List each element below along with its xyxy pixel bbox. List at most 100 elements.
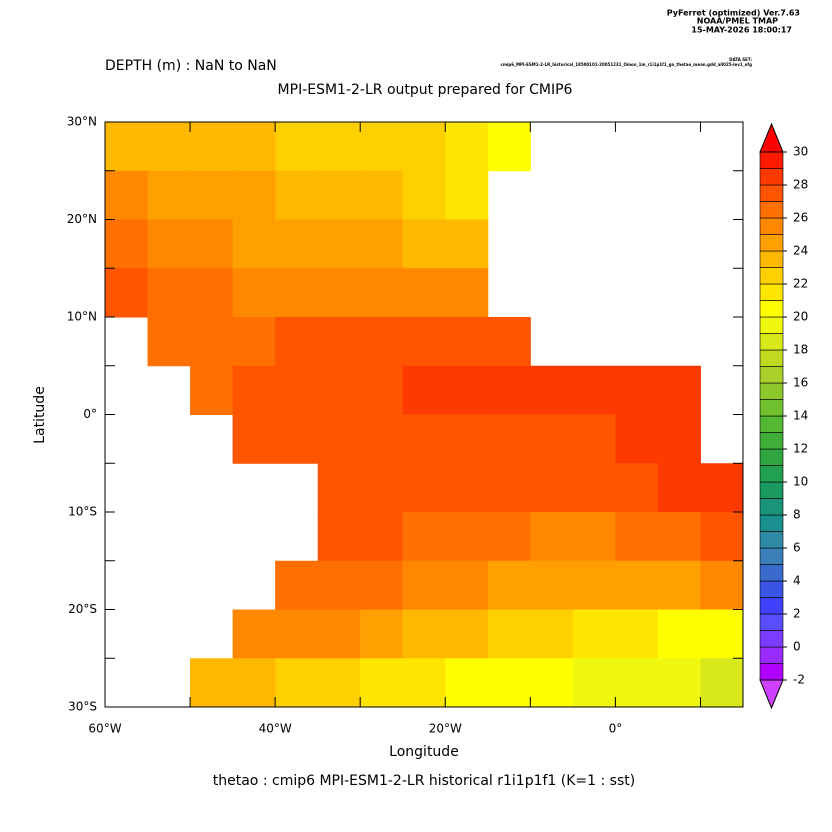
colorbar-label: -2	[793, 673, 805, 687]
cell	[700, 658, 744, 708]
cell	[360, 365, 404, 415]
cell	[572, 463, 616, 513]
y-tick-label: 10°S	[68, 505, 97, 519]
cell	[487, 122, 531, 172]
cell	[190, 658, 234, 708]
cell	[360, 317, 404, 367]
colorbar-band	[759, 432, 784, 450]
colorbar-label: 22	[793, 277, 808, 291]
cell	[445, 122, 489, 172]
cell	[147, 122, 191, 172]
cell	[657, 365, 701, 415]
cell	[445, 609, 489, 659]
colorbar-label: 14	[793, 409, 808, 423]
cell	[445, 219, 489, 269]
cell	[232, 658, 276, 708]
cell	[360, 219, 404, 269]
cell	[572, 512, 616, 562]
cell	[402, 170, 446, 220]
cell	[615, 658, 659, 708]
cell	[275, 365, 319, 415]
colorbar-label: 2	[793, 607, 801, 621]
cell	[360, 170, 404, 220]
cell	[487, 317, 531, 367]
colorbar-band	[759, 630, 784, 648]
cell	[445, 560, 489, 610]
colorbar-band	[759, 531, 784, 549]
cell	[530, 512, 574, 562]
colorbar-label: 16	[793, 376, 808, 390]
colorbar-band	[759, 498, 784, 516]
cell	[105, 268, 149, 318]
cell	[530, 463, 574, 513]
cell	[190, 365, 234, 415]
colorbar-band	[759, 316, 784, 334]
cell	[572, 365, 616, 415]
x-tick-label: 0°	[609, 722, 623, 736]
colorbar-under	[759, 679, 784, 710]
y-tick-label: 30°N	[67, 115, 97, 129]
colorbar-label: 0	[793, 640, 801, 654]
cell	[402, 463, 446, 513]
cell	[487, 463, 531, 513]
cell	[147, 219, 191, 269]
cell	[615, 414, 659, 464]
cell	[360, 122, 404, 172]
cell	[615, 512, 659, 562]
colorbar-band	[759, 201, 784, 219]
cell	[615, 463, 659, 513]
cell	[700, 560, 744, 610]
cell	[487, 609, 531, 659]
cell	[402, 365, 446, 415]
cell	[572, 658, 616, 708]
colorbar-band	[759, 399, 784, 417]
colorbar-over	[759, 122, 784, 153]
cell	[700, 609, 744, 659]
cell	[232, 414, 276, 464]
footer: thetao : cmip6 MPI-ESM1-2-LR historical …	[213, 773, 635, 789]
cell	[402, 512, 446, 562]
cell	[317, 414, 361, 464]
y-tick-label: 30°S	[68, 700, 97, 714]
cell	[105, 122, 149, 172]
colorbar-label: 28	[793, 178, 808, 192]
colorbar-label: 26	[793, 211, 808, 225]
cell	[530, 414, 574, 464]
cell	[530, 609, 574, 659]
colorbar-label: 6	[793, 541, 801, 555]
x-tick-label: 60°W	[88, 722, 121, 736]
cell	[402, 317, 446, 367]
cell	[232, 609, 276, 659]
colorbar-band	[759, 300, 784, 318]
cell	[275, 658, 319, 708]
cell	[657, 658, 701, 708]
cell	[530, 560, 574, 610]
colorbar-band	[759, 382, 784, 400]
subtitle: DEPTH (m) : NaN to NaN	[105, 58, 277, 74]
cell	[445, 463, 489, 513]
cell	[445, 414, 489, 464]
cell	[317, 560, 361, 610]
cell	[402, 609, 446, 659]
cell	[360, 414, 404, 464]
cell	[445, 268, 489, 318]
y-tick-label: 0°	[83, 407, 97, 421]
colorbar-band	[759, 663, 784, 681]
cell	[445, 170, 489, 220]
cell	[615, 609, 659, 659]
cell	[360, 463, 404, 513]
cell	[232, 268, 276, 318]
cell	[402, 658, 446, 708]
colorbar-band	[759, 349, 784, 367]
colorbar-label: 18	[793, 343, 808, 357]
cell	[615, 365, 659, 415]
colorbar-band	[759, 366, 784, 384]
cell	[445, 365, 489, 415]
cell	[402, 560, 446, 610]
cell	[190, 122, 234, 172]
colorbar-band	[759, 597, 784, 615]
cell	[402, 414, 446, 464]
cell	[317, 365, 361, 415]
cell	[657, 463, 701, 513]
